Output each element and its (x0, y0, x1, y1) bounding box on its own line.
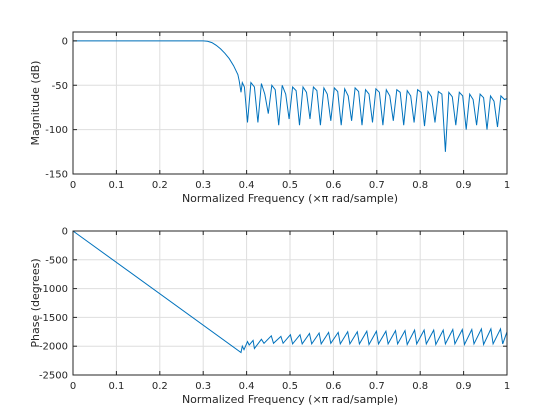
phase-xtick-label: 0.5 (282, 381, 298, 392)
magnitude-xtick-label: 0.3 (195, 180, 211, 191)
magnitude-xtick-label: 0.6 (325, 180, 341, 191)
phase-xtick-label: 0.3 (195, 381, 211, 392)
phase-xtick-label: 0.8 (412, 381, 428, 392)
phase-series-line (72, 230, 508, 354)
magnitude-ytick-label: -50 (52, 81, 68, 92)
magnitude-xtick-label: 0.2 (152, 180, 168, 191)
phase-xtick-label: 0.6 (325, 381, 341, 392)
magnitude-xtick-label: 0.8 (412, 180, 428, 191)
phase-ytick-label: -500 (45, 255, 68, 266)
magnitude-xtick-label: 0.9 (456, 180, 472, 191)
magnitude-subplot: 0 0.1 0.2 0.3 0.4 0.5 0.6 0.7 0.8 0.9 1 0 -50 -100 -15… (29, 31, 510, 205)
magnitude-ytick-label: 0 (62, 36, 68, 47)
phase-ylabel: Phase (degrees) (29, 258, 42, 347)
magnitude-ylabel: Magnitude (dB) (29, 61, 42, 146)
magnitude-series-line (73, 40, 508, 152)
magnitude-ticks: 0 0.1 0.2 0.3 0.4 0.5 0.6 0.7 0.8 0.9 1 0 -50 -100 -15… (45, 32, 510, 191)
phase-xtick-label: 1 (504, 381, 510, 392)
magnitude-xtick-label: 1 (504, 180, 510, 191)
phase-subplot: 0 0.1 0.2 0.3 0.4 0.5 0.6 0.7 0.8 0.9 1 0 -500 -1000 -… (29, 227, 510, 407)
phase-xtick-label: 0.1 (108, 381, 124, 392)
magnitude-ytick-label: -100 (45, 125, 68, 136)
phase-ytick-label: -1500 (39, 313, 68, 324)
phase-ytick-label: 0 (62, 227, 68, 238)
phase-ytick-label: -2500 (39, 371, 68, 382)
magnitude-xtick-label: 0.7 (369, 180, 385, 191)
magnitude-xlabel: Normalized Frequency (×π rad/sample) (182, 192, 398, 205)
magnitude-xtick-label: 0.1 (108, 180, 124, 191)
magnitude-xtick-label: 0.5 (282, 180, 298, 191)
magnitude-ytick-label: -150 (45, 170, 68, 181)
magnitude-xtick-label: 0.4 (239, 180, 255, 191)
phase-xlabel: Normalized Frequency (×π rad/sample) (182, 393, 398, 406)
magnitude-xtick-label: 0 (70, 180, 76, 191)
phase-xtick-label: 0.2 (152, 381, 168, 392)
phase-xtick-label: 0 (70, 381, 76, 392)
phase-xtick-label: 0.7 (369, 381, 385, 392)
phase-xtick-label: 0.4 (239, 381, 255, 392)
phase-xtick-label: 0.9 (456, 381, 472, 392)
phase-ytick-label: -2000 (39, 342, 68, 353)
phase-ytick-label: -1000 (39, 284, 68, 295)
phase-ticks: 0 0.1 0.2 0.3 0.4 0.5 0.6 0.7 0.8 0.9 1 0 -500 -1000 -… (39, 227, 510, 393)
